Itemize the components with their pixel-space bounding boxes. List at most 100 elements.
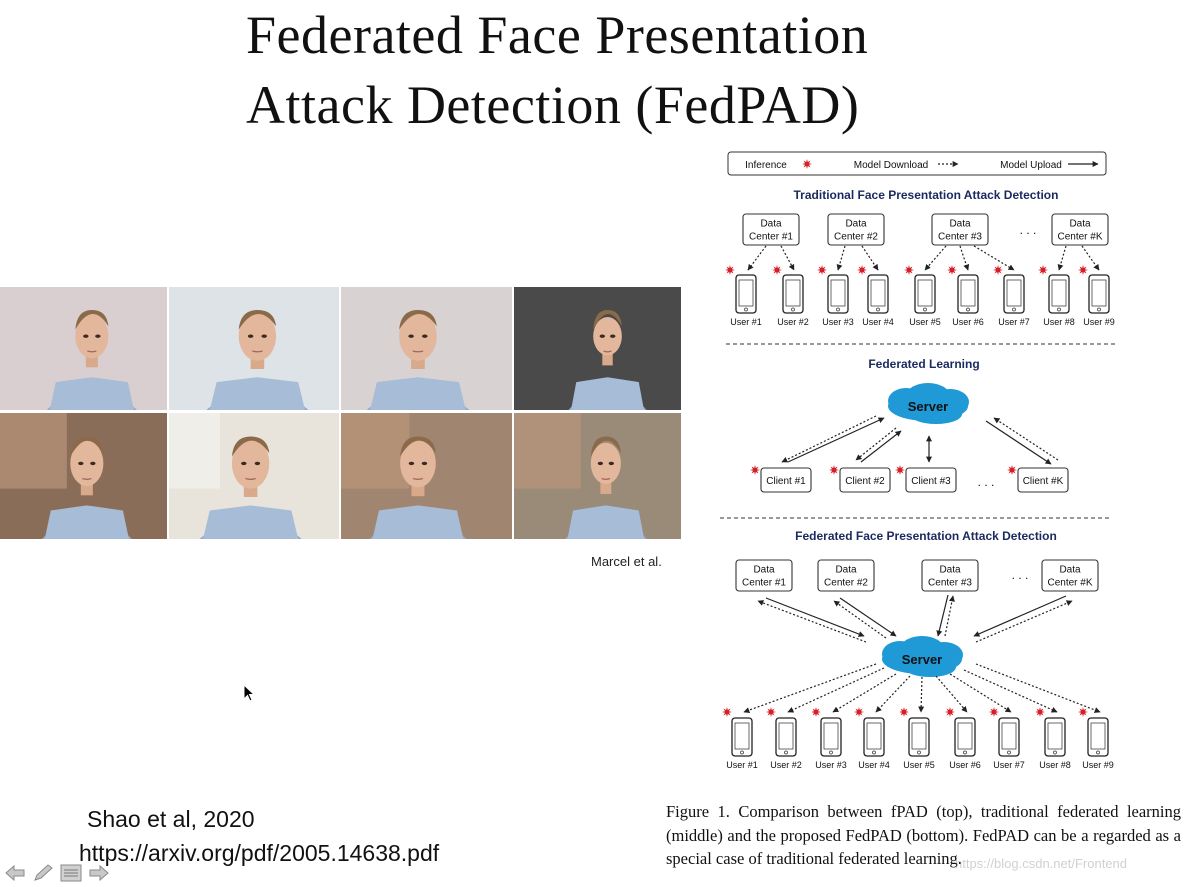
flow-arrow bbox=[936, 594, 949, 637]
slide-nav bbox=[4, 864, 110, 882]
data-center-box-label: Data bbox=[760, 219, 782, 230]
inference-star-icon bbox=[854, 707, 864, 717]
inference-star-icon bbox=[766, 707, 776, 717]
face-photo bbox=[514, 413, 681, 539]
inference-star-icon bbox=[1038, 265, 1048, 275]
flow-arrow bbox=[832, 673, 897, 713]
phone-screen bbox=[823, 722, 839, 750]
flow-arrow bbox=[781, 415, 877, 463]
inference-star-icon bbox=[904, 265, 914, 275]
face-photo bbox=[514, 287, 681, 410]
data-center-box bbox=[735, 559, 793, 592]
phone-button bbox=[872, 750, 876, 755]
user-label: User #9 bbox=[1083, 317, 1115, 327]
phone-screen bbox=[738, 279, 754, 307]
server-cloud-icon bbox=[888, 383, 969, 424]
flow-arrow bbox=[973, 245, 1015, 271]
legend-star-icon bbox=[802, 159, 812, 169]
phone-button bbox=[1097, 307, 1101, 312]
figure-caption: Figure 1. Comparison between fPAD (top),… bbox=[666, 802, 1181, 868]
user-label: User #4 bbox=[862, 317, 894, 327]
face-photo bbox=[169, 287, 339, 410]
phone-button bbox=[1053, 750, 1057, 755]
paper-link[interactable]: https://arxiv.org/pdf/2005.14638.pdf bbox=[79, 840, 440, 866]
flow-arrow bbox=[765, 597, 865, 637]
phone-button bbox=[1057, 307, 1061, 312]
user-label: User #5 bbox=[903, 760, 935, 770]
phone-button bbox=[791, 307, 795, 312]
inference-star-icon bbox=[947, 265, 957, 275]
client-box-label: Client #K bbox=[1023, 476, 1064, 487]
data-center-box-label: Data bbox=[1059, 565, 1081, 576]
back-arrow-icon[interactable] bbox=[4, 864, 26, 882]
flow-arrow bbox=[839, 597, 897, 637]
inference-star-icon bbox=[1035, 707, 1045, 717]
pen-icon[interactable] bbox=[32, 864, 54, 882]
phone-screen bbox=[866, 722, 882, 750]
ellipsis: . . . bbox=[1012, 568, 1029, 582]
inference-star-icon bbox=[725, 265, 735, 275]
data-center-box bbox=[921, 559, 979, 592]
data-center-box-label: Data bbox=[1069, 219, 1091, 230]
phone-button bbox=[1096, 750, 1100, 755]
flow-arrow bbox=[959, 245, 970, 271]
face-photo bbox=[0, 287, 167, 410]
phone-button bbox=[829, 750, 833, 755]
data-center-box-label: Center #1 bbox=[742, 578, 786, 589]
fedpad-figure: Inference Model Download Model Upload Tradi… bbox=[706, 146, 1126, 786]
server-label: Server bbox=[902, 652, 942, 667]
mouse-cursor-icon bbox=[243, 683, 256, 707]
data-center-box bbox=[742, 213, 800, 246]
flow-arrow bbox=[949, 673, 1012, 713]
inference-star-icon bbox=[993, 265, 1003, 275]
user-label: User #2 bbox=[777, 317, 809, 327]
user-label: User #6 bbox=[949, 760, 981, 770]
face-photo bbox=[169, 413, 339, 539]
data-center-box-label: Center #3 bbox=[938, 232, 982, 243]
data-center-box bbox=[827, 213, 885, 246]
flow-arrow bbox=[743, 663, 877, 713]
flow-arrow bbox=[787, 667, 885, 713]
phone-screen bbox=[1091, 279, 1107, 307]
client-box bbox=[905, 467, 957, 493]
phone-button bbox=[744, 307, 748, 312]
flow-arrow bbox=[1057, 245, 1067, 271]
flow-arrow bbox=[924, 245, 947, 271]
user-label: User #5 bbox=[909, 317, 941, 327]
client-box-label: Client #2 bbox=[845, 476, 885, 487]
phone-button bbox=[1007, 750, 1011, 755]
phone-screen bbox=[734, 722, 750, 750]
flow-arrow bbox=[836, 245, 846, 271]
menu-icon[interactable] bbox=[60, 864, 82, 882]
data-center-box-label: Center #2 bbox=[834, 232, 878, 243]
phone-button bbox=[966, 307, 970, 312]
forward-arrow-icon[interactable] bbox=[88, 864, 110, 882]
data-center-box-label: Data bbox=[939, 565, 961, 576]
flow-arrow bbox=[918, 676, 925, 713]
flow-arrow bbox=[935, 675, 968, 713]
client-box-label: Client #3 bbox=[911, 476, 951, 487]
phone-screen bbox=[1006, 279, 1022, 307]
user-label: User #6 bbox=[952, 317, 984, 327]
inference-star-icon bbox=[899, 707, 909, 717]
watermark: https://blog.csdn.net/Frontend bbox=[955, 856, 1127, 871]
phone-screen bbox=[917, 279, 933, 307]
flow-arrow bbox=[944, 595, 955, 637]
flow-arrow bbox=[855, 427, 897, 461]
flow-arrow bbox=[875, 675, 911, 713]
photo-credit: Marcel et al. bbox=[591, 554, 662, 569]
inference-star-icon bbox=[817, 265, 827, 275]
section-title-fedpad: Federated Face Presentation Attack Detec… bbox=[795, 529, 1057, 543]
server-label: Server bbox=[908, 399, 948, 414]
client-box bbox=[839, 467, 891, 493]
phone-screen bbox=[830, 279, 846, 307]
inference-star-icon bbox=[989, 707, 999, 717]
client-box-label: Client #1 bbox=[766, 476, 806, 487]
user-label: User #7 bbox=[998, 317, 1030, 327]
title-line-2: Attack Detection (FedPAD) bbox=[246, 75, 860, 135]
phone-screen bbox=[957, 722, 973, 750]
legend-box bbox=[727, 151, 1107, 176]
ellipsis: . . . bbox=[1020, 223, 1037, 237]
user-label: User #1 bbox=[730, 317, 762, 327]
inference-star-icon bbox=[811, 707, 821, 717]
